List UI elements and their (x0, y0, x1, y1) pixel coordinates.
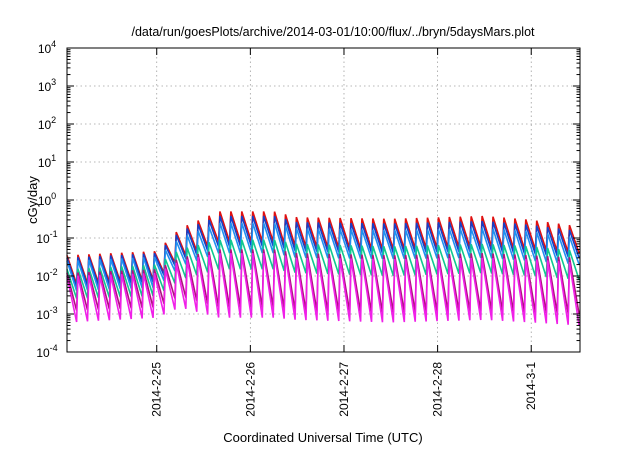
y-tick-label: 10-4 (36, 343, 57, 360)
y-tick-label: 10-3 (36, 305, 57, 322)
y-tick-label: 103 (38, 77, 56, 94)
plot-area (66, 211, 580, 326)
chart-title: /data/run/goesPlots/archive/2014-03-01/1… (131, 25, 535, 39)
y-tick-label: 10-2 (36, 267, 57, 284)
x-tick-label: 2014-2-26 (243, 362, 257, 417)
y-tick-label: 100 (38, 191, 56, 208)
x-axis: 2014-2-25 2014-2-26 2014-2-27 2014-2-28 2014… (150, 48, 538, 417)
y-axis: 10-4 10-3 10-2 10-1 100 101 102 103 104 (36, 39, 580, 360)
x-tick-label: 2014-3-1 (524, 362, 538, 410)
x-tick-label: 2014-2-25 (150, 362, 164, 417)
y-tick-label: 104 (38, 39, 56, 56)
series-line (66, 253, 580, 326)
x-tick-label: 2014-2-27 (337, 362, 351, 417)
y-tick-label: 10-1 (36, 229, 57, 246)
x-tick-label: 2014-2-28 (431, 362, 445, 417)
x-axis-label: Coordinated Universal Time (UTC) (223, 430, 422, 445)
y-axis-label: cGy/day (25, 176, 40, 224)
y-tick-label: 102 (38, 115, 56, 132)
y-tick-label: 101 (38, 153, 56, 170)
